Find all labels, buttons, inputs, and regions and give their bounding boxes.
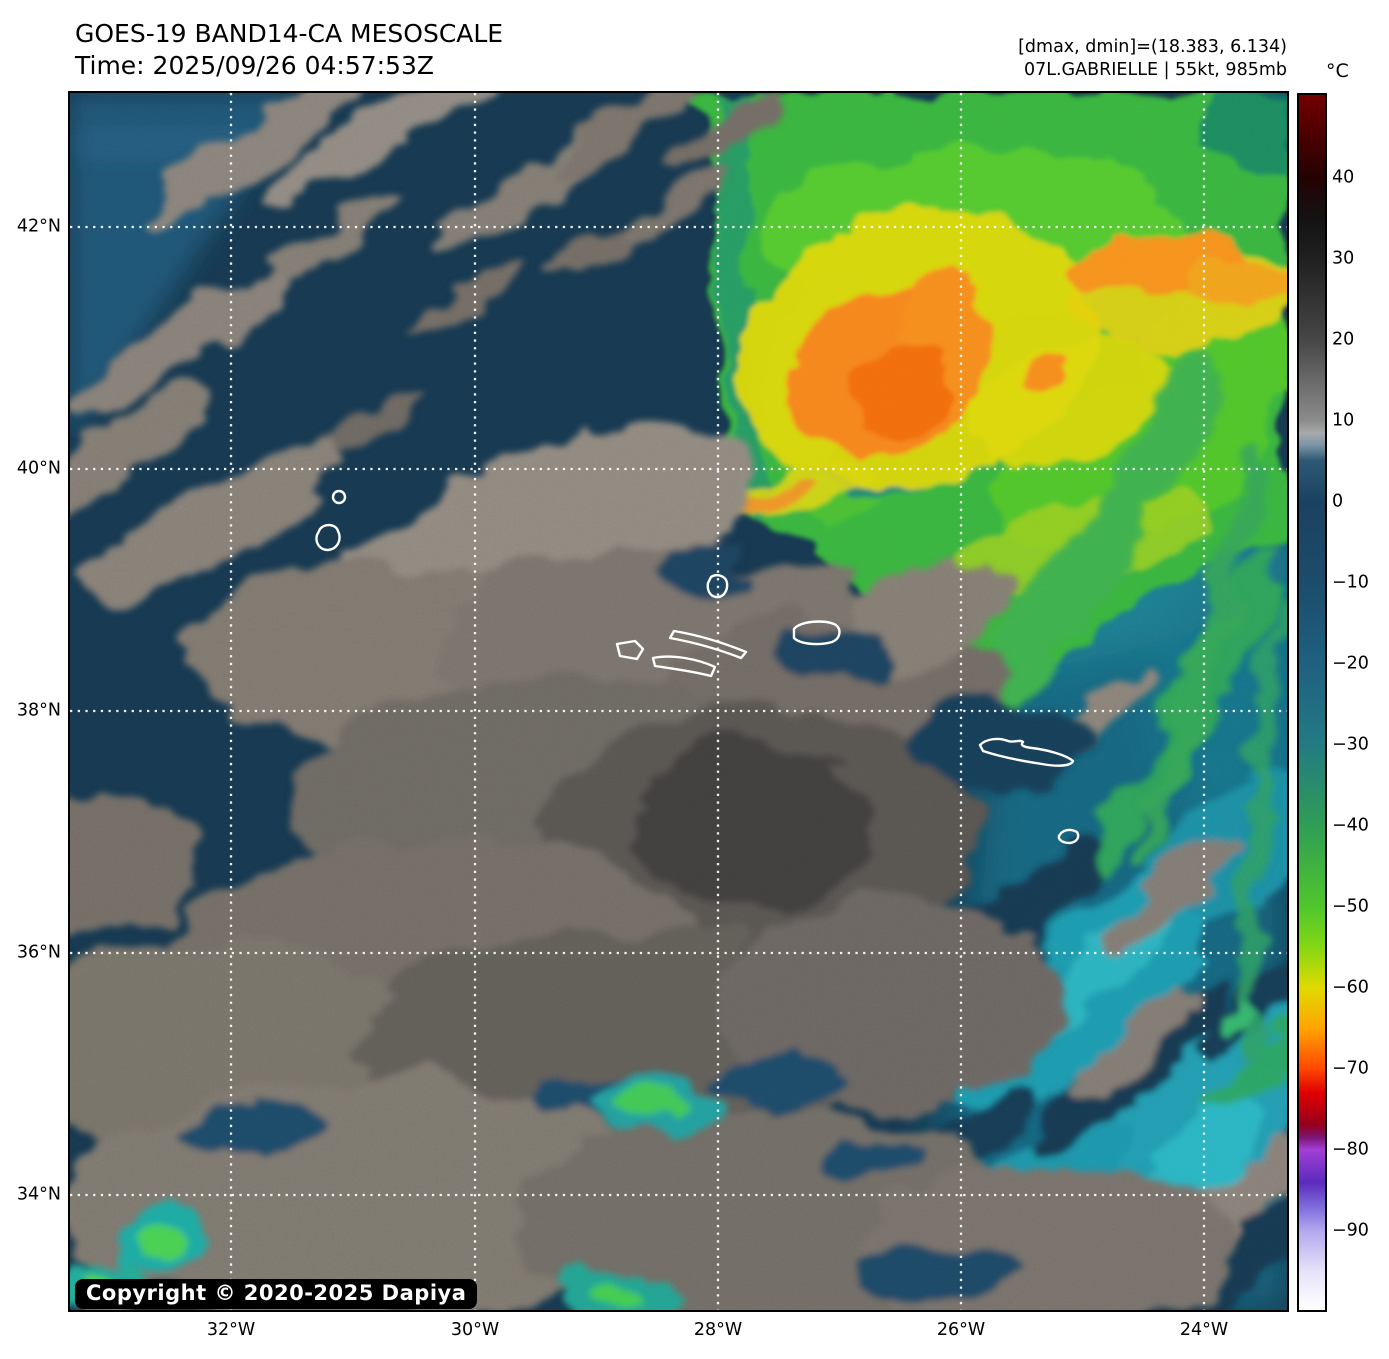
- lat-tick-label: 42°N: [16, 216, 61, 237]
- product-title: GOES-19 BAND14-CA MESOSCALE: [75, 19, 504, 48]
- colorbar-tick-label: 30: [1332, 248, 1355, 269]
- storm-annotation: 07L.GABRIELLE | 55kt, 985mb: [1023, 60, 1287, 81]
- island-outlines: [315, 489, 1080, 845]
- island-corvo: [331, 489, 347, 505]
- colorbar-unit-label: °C: [1326, 60, 1349, 82]
- lon-tick-label: 30°W: [450, 1320, 500, 1340]
- annotation-block: [dmax, dmin]=(18.383, 6.134) 07L.GABRIEL…: [1018, 36, 1287, 82]
- colorbar: [1297, 93, 1327, 1312]
- dmax-dmin-annotation: [dmax, dmin]=(18.383, 6.134): [1018, 37, 1287, 57]
- colorbar-tick-label: −90: [1332, 1220, 1369, 1241]
- island-faial: [615, 639, 645, 661]
- lat-tick-label: 40°N: [16, 458, 61, 479]
- island-graciosa: [706, 574, 729, 599]
- lon-axis: 32°W 30°W 28°W 26°W 24°W: [70, 1320, 1285, 1350]
- lat-tick-label: 36°N: [16, 942, 61, 963]
- colorbar-tick-label: −70: [1332, 1058, 1369, 1079]
- colorbar-gradient: [1299, 95, 1325, 1310]
- copyright-badge: Copyright © 2020-2025 Dapiya: [75, 1279, 478, 1309]
- island-sao-jorge: [668, 629, 748, 660]
- colorbar-tick-label: −10: [1332, 572, 1369, 593]
- island-sao-miguel: [978, 737, 1075, 767]
- grain-overlay: [70, 93, 1287, 1310]
- colorbar-tick-label: 10: [1332, 410, 1355, 431]
- lat-tick-label: 38°N: [16, 700, 61, 721]
- colorbar-tick-label: −60: [1332, 977, 1369, 998]
- lat-axis: 42°N 40°N 38°N 36°N 34°N: [0, 93, 61, 1308]
- colorbar-tick-label: −50: [1332, 896, 1369, 917]
- island-santa-maria: [1057, 828, 1080, 845]
- graticule: [70, 93, 1287, 1310]
- lon-tick-label: 32°W: [206, 1320, 256, 1340]
- satellite-image: [70, 93, 1287, 1310]
- colorbar-tick-label: −20: [1332, 653, 1369, 674]
- title-block: GOES-19 BAND14-CA MESOSCALE Time: 2025/0…: [75, 18, 503, 82]
- colorbar-tick-label: 0: [1332, 491, 1344, 512]
- island-terceira: [792, 620, 841, 646]
- island-flores: [315, 523, 341, 552]
- colorbar-tick-label: 20: [1332, 329, 1355, 350]
- colorbar-tick-label: 40: [1332, 167, 1355, 188]
- colorbar-tick-label: −40: [1332, 815, 1369, 836]
- colorbar-tick-label: −30: [1332, 734, 1369, 755]
- lon-tick-label: 26°W: [936, 1320, 986, 1340]
- island-pico: [651, 655, 717, 678]
- lon-tick-label: 24°W: [1179, 1320, 1229, 1340]
- product-time: Time: 2025/09/26 04:57:53Z: [75, 51, 434, 80]
- lat-tick-label: 34°N: [16, 1184, 61, 1205]
- colorbar-ticks: 40 30 20 10 0 −10 −20 −30 −40 −50 −60 −70 −80 −90: [1332, 95, 1388, 1310]
- lon-tick-label: 28°W: [693, 1320, 743, 1340]
- map-frame: Copyright © 2020-2025 Dapiya: [68, 91, 1289, 1312]
- colorbar-tick-label: −80: [1332, 1139, 1369, 1160]
